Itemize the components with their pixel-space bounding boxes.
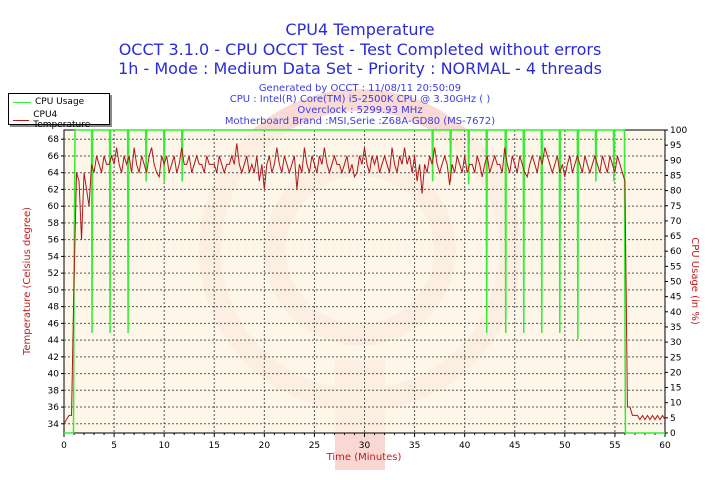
x-tick-label: 0	[61, 441, 67, 451]
y2-tick-label: 65	[670, 232, 681, 242]
x-tick-label: 10	[158, 441, 170, 451]
y2-tick-label: 55	[670, 262, 681, 272]
y2-tick-label: 20	[670, 368, 682, 378]
x-tick-label: 60	[659, 441, 671, 451]
legend-swatch-temperature	[13, 119, 30, 121]
y-tick-label: 46	[48, 319, 60, 329]
y-tick-label: 68	[48, 135, 60, 145]
overclock-info: Overclock : 5299.93 MHz	[297, 105, 423, 116]
y2-tick-label: 70	[670, 217, 682, 227]
y-tick-label: 54	[48, 252, 60, 262]
y2-tick-label: 100	[670, 126, 687, 136]
y2-tick-label: 10	[670, 399, 682, 409]
series-cpu4-temperature	[63, 143, 666, 425]
y2-tick-label: 30	[670, 338, 682, 348]
y2-tick-label: 75	[670, 202, 681, 212]
x-tick-label: 35	[409, 441, 420, 451]
y2-tick-label: 0	[670, 429, 676, 439]
y2-tick-label: 35	[670, 323, 681, 333]
chart-subtitle-test: OCCT 3.1.0 - CPU OCCT Test - Test Comple…	[118, 40, 602, 59]
y-tick-label: 60	[48, 202, 60, 212]
y-tick-label: 40	[48, 370, 60, 380]
y2-tick-label: 85	[670, 171, 681, 181]
y-tick-label: 66	[48, 152, 60, 162]
legend-item-temperature: CPU4 Temperature	[13, 110, 109, 130]
legend-item-usage: CPU Usage	[13, 97, 84, 107]
cpu-info: CPU : Intel(R) Core(TM) i5-2500K CPU @ 3…	[229, 94, 491, 105]
y2-tick-label: 60	[670, 247, 682, 257]
x-tick-label: 15	[209, 441, 220, 451]
y2-tick-label: 5	[670, 414, 676, 424]
y2-axis-label: CPU Usage (in %)	[689, 237, 700, 325]
y-tick-label: 38	[48, 386, 60, 396]
x-tick-label: 25	[309, 441, 320, 451]
x-tick-label: 5	[111, 441, 117, 451]
grid-lines	[64, 130, 665, 433]
y-tick-label: 36	[48, 403, 60, 413]
x-tick-label: 50	[559, 441, 571, 451]
y-tick-label: 58	[48, 219, 60, 229]
y-tick-label: 48	[48, 303, 60, 313]
legend: CPU Usage CPU4 Temperature	[8, 93, 110, 130]
motherboard-info: Motherboard Brand :MSI,Serie :Z68A-GD80 …	[224, 116, 496, 127]
x-tick-label: 55	[609, 441, 620, 451]
y-tick-label: 44	[48, 336, 60, 346]
legend-swatch-usage	[13, 101, 31, 103]
x-tick-label: 45	[509, 441, 520, 451]
y-tick-label: 62	[48, 185, 59, 195]
y-tick-label: 42	[48, 353, 59, 363]
chart-subtitle-mode: 1h - Mode : Medium Data Set - Priority :…	[118, 59, 602, 78]
series-cpu-usage	[64, 129, 665, 434]
x-tick-label: 40	[459, 441, 471, 451]
y2-tick-label: 40	[670, 308, 682, 318]
y-tick-label: 52	[48, 269, 59, 279]
y2-tick-label: 90	[670, 156, 682, 166]
x-axis-label: Time (Minutes)	[326, 452, 402, 463]
x-tick-label: 30	[359, 441, 371, 451]
y-tick-label: 56	[48, 236, 60, 246]
y2-tick-label: 45	[670, 293, 681, 303]
y-tick-label: 50	[48, 286, 60, 296]
y2-tick-label: 25	[670, 353, 681, 363]
y-tick-label: 34	[48, 420, 60, 430]
y2-tick-label: 80	[670, 187, 682, 197]
x-tick-label: 20	[259, 441, 271, 451]
y-tick-label: 64	[48, 169, 60, 179]
legend-label-temperature: CPU4 Temperature	[33, 110, 91, 130]
y2-tick-label: 50	[670, 278, 682, 288]
y-axis-label: Temperature (Celsius degree)	[22, 207, 33, 356]
y2-tick-label: 95	[670, 141, 681, 151]
y2-tick-label: 15	[670, 384, 681, 394]
chart-title: CPU4 Temperature	[285, 20, 435, 39]
legend-label-usage: CPU Usage	[35, 97, 85, 107]
generated-info: Generated by OCCT : 11/08/11 20:50:09	[258, 83, 462, 94]
